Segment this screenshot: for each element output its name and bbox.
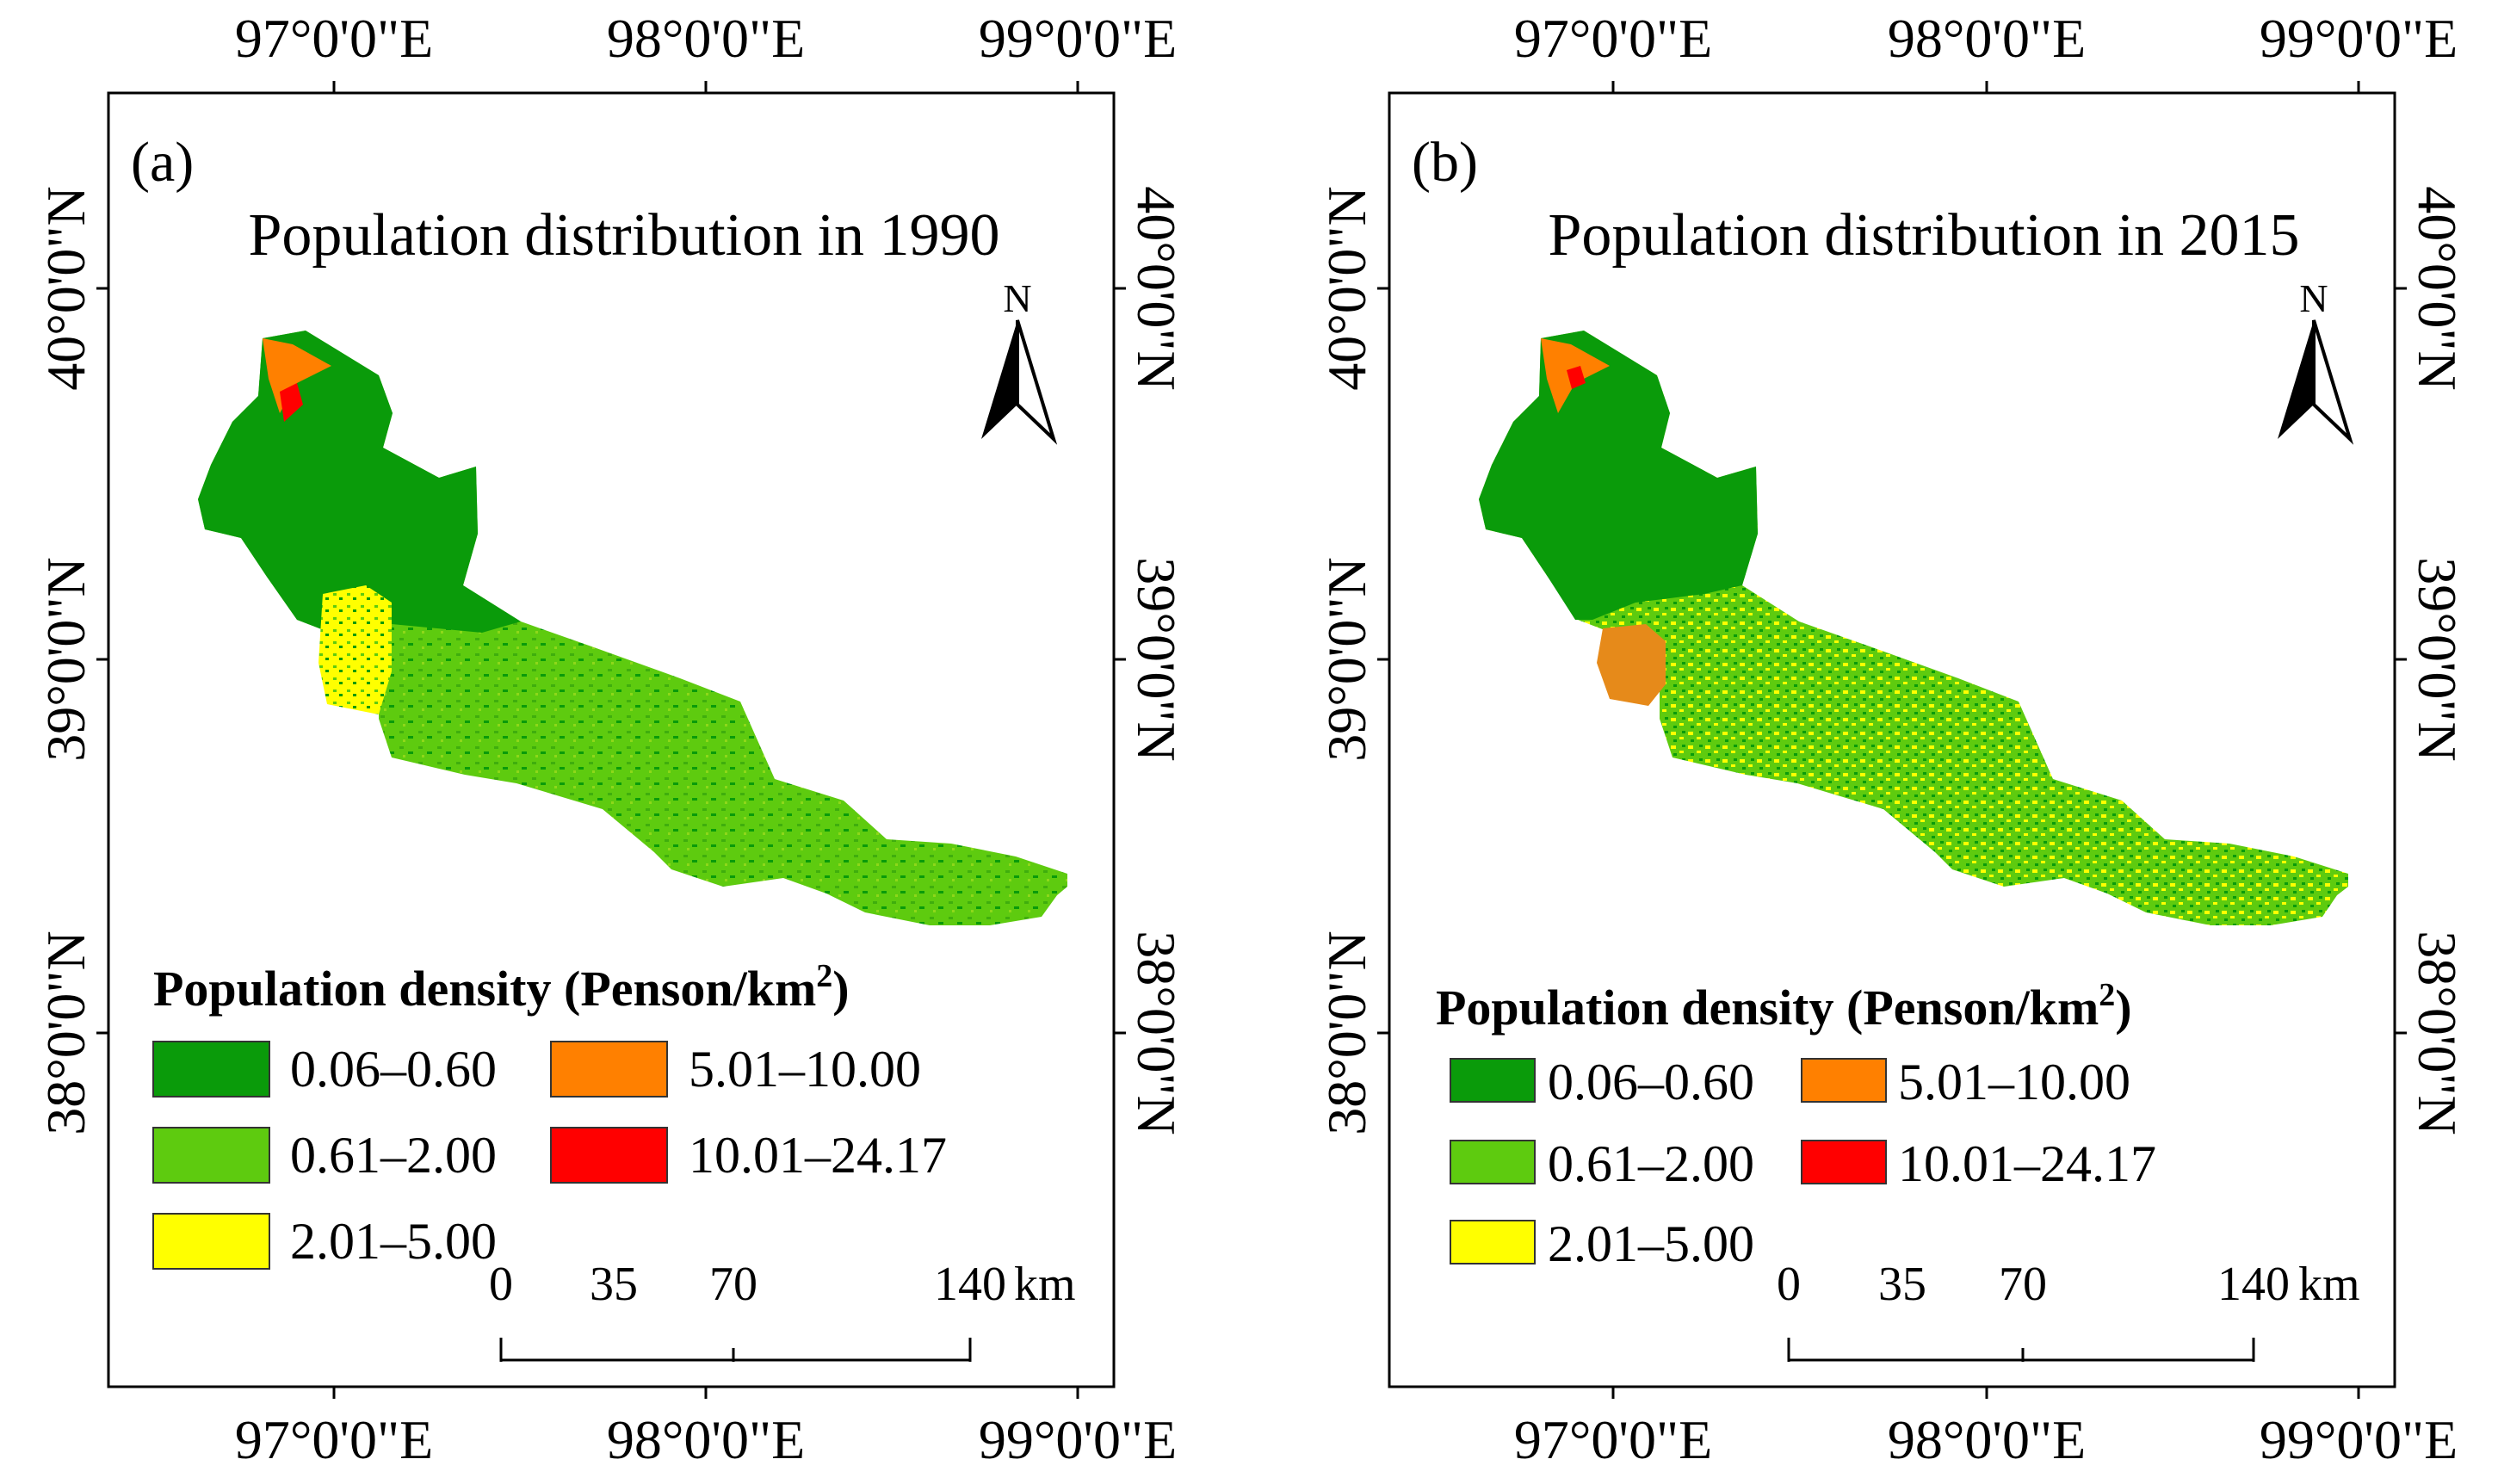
lat-left-b-3: 38°0'0"N — [1316, 931, 1377, 1135]
basin-upper-dense-b — [1479, 331, 1758, 620]
legend-a: Population density (Penson/km2) 0.06–0.6… — [152, 958, 947, 1270]
north-label-a: N — [1003, 276, 1031, 320]
legend-title-b: Population density (Penson/km2) — [1436, 977, 2132, 1036]
lon-bottom-b-3: 99°0'0"E — [2260, 1409, 2458, 1470]
lon-bottom-b-1: 97°0'0"E — [1514, 1409, 1712, 1470]
lat-right-b-1: 40°0'0"N — [2407, 186, 2468, 390]
basin-northtip-a — [263, 338, 331, 413]
scale-label-b-35: 35 — [1878, 1258, 1926, 1311]
legend-label-b-4: 5.01–10.00 — [1898, 1054, 2130, 1110]
legend-label-a-3: 2.01–5.00 — [290, 1213, 497, 1270]
lon-bottom-a-3: 99°0'0"E — [979, 1409, 1177, 1470]
lat-right-a-1: 40°0'0"N — [1126, 186, 1187, 390]
lat-right-a-3: 38°0'0"N — [1126, 931, 1187, 1135]
lat-right-b-3: 38°0'0"N — [2407, 931, 2468, 1135]
lon-top-b-2: 98°0'0"E — [1888, 8, 2086, 69]
lat-right-b-2: 39°0'0"N — [2407, 557, 2468, 761]
scale-label-a-0: 0 — [489, 1258, 513, 1311]
lon-top-a-2: 98°0'0"E — [607, 8, 805, 69]
lon-top-a-1: 97°0'0"E — [235, 8, 433, 69]
basin-map-b — [1479, 331, 2348, 925]
scale-label-a-70: 70 — [709, 1258, 757, 1311]
scale-label-b-140: 140 — [2217, 1258, 2290, 1311]
lon-bottom-a-1: 97°0'0"E — [235, 1409, 433, 1470]
legend-label-a-5: 10.01–24.17 — [689, 1127, 947, 1184]
basin-northtip-red-b — [1567, 366, 1586, 389]
legend-swatch-b-1 — [1450, 1058, 1536, 1103]
legend-swatch-a-5 — [550, 1127, 668, 1184]
scale-label-a-140: 140 — [934, 1258, 1006, 1311]
panel-a: 97°0'0"E 98°0'0"E 99°0'0"E 97°0'0"E 98°0… — [35, 8, 1187, 1470]
lon-top-a-3: 99°0'0"E — [979, 8, 1177, 69]
panel-label-a: (a) — [131, 131, 194, 194]
legend-swatch-a-1 — [152, 1041, 270, 1098]
legend-label-a-4: 5.01–10.00 — [689, 1041, 921, 1098]
legend-label-b-3: 2.01–5.00 — [1548, 1215, 1754, 1272]
scale-unit-a: km — [1014, 1258, 1076, 1311]
north-arrow-a: N — [981, 276, 1058, 445]
graticule-ticks-a — [96, 81, 1126, 1399]
legend-title-a: Population density (Penson/km2) — [153, 958, 850, 1017]
north-label-b: N — [2299, 276, 2328, 320]
legend-swatch-a-2 — [152, 1127, 270, 1184]
lat-left-a-1: 40°0'0"N — [35, 186, 96, 390]
lat-left-b-2: 39°0'0"N — [1316, 557, 1377, 761]
legend-label-b-2: 0.61–2.00 — [1548, 1135, 1754, 1192]
basin-orange-b — [1597, 624, 1666, 706]
legend-swatch-b-4 — [1801, 1058, 1887, 1103]
map-frame-b — [1388, 91, 2396, 1388]
scale-label-b-0: 0 — [1777, 1258, 1801, 1311]
scale-bar-b: 0 35 70 140 km — [1777, 1258, 2360, 1362]
basin-upper-dense-a — [198, 331, 521, 671]
lat-left-b-1: 40°0'0"N — [1316, 186, 1377, 390]
legend-label-b-1: 0.06–0.60 — [1548, 1054, 1754, 1110]
lat-left-a-2: 39°0'0"N — [35, 557, 96, 761]
graticule-ticks-b — [1377, 81, 2407, 1399]
basin-yellow-a — [318, 585, 392, 714]
lon-top-b-1: 97°0'0"E — [1514, 8, 1712, 69]
legend-b: Population density (Penson/km2) 0.06–0.6… — [1436, 977, 2156, 1272]
lat-left-a-3: 38°0'0"N — [35, 931, 96, 1135]
panel-b: 97°0'0"E 98°0'0"E 99°0'0"E 97°0'0"E 98°0… — [1316, 8, 2468, 1470]
legend-swatch-a-4 — [550, 1041, 668, 1098]
north-arrow-b: N — [2278, 276, 2354, 445]
legend-label-a-1: 0.06–0.60 — [290, 1041, 497, 1098]
lon-bottom-a-2: 98°0'0"E — [607, 1409, 805, 1470]
panel-title-a: Population distribution in 1990 — [248, 202, 999, 269]
map-frame-a — [107, 91, 1116, 1388]
legend-swatch-b-5 — [1801, 1140, 1887, 1184]
lat-right-a-2: 39°0'0"N — [1126, 557, 1187, 761]
panel-label-b: (b) — [1412, 131, 1478, 194]
legend-label-b-5: 10.01–24.17 — [1898, 1135, 2156, 1192]
lon-top-b-3: 99°0'0"E — [2260, 8, 2458, 69]
legend-swatch-a-3 — [152, 1213, 270, 1270]
lon-bottom-b-2: 98°0'0"E — [1888, 1409, 2086, 1470]
basin-map-a — [198, 331, 1067, 925]
scale-unit-b: km — [2298, 1258, 2360, 1311]
scale-label-b-70: 70 — [1999, 1258, 2047, 1311]
scale-label-a-35: 35 — [590, 1258, 638, 1311]
panel-title-b: Population distribution in 2015 — [1548, 202, 2299, 269]
legend-swatch-b-3 — [1450, 1220, 1536, 1264]
legend-swatch-b-2 — [1450, 1140, 1536, 1184]
basin-northtip-red-a — [280, 383, 303, 422]
legend-label-a-2: 0.61–2.00 — [290, 1127, 497, 1184]
scale-bar-a: 0 35 70 140 km — [489, 1258, 1076, 1362]
